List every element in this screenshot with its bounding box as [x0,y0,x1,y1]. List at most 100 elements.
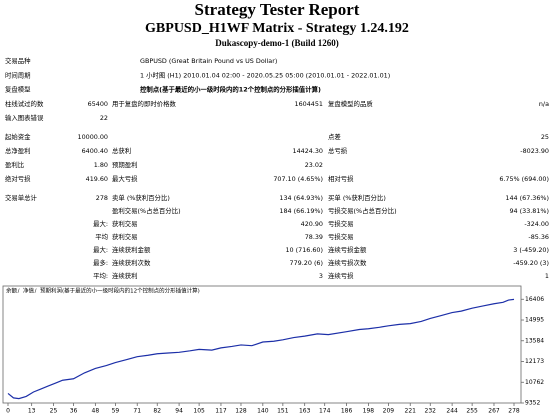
x-tick-label: 186 [341,408,353,415]
cell-value: 最多: [93,258,108,267]
cell-label2: 盈利交易(%占总百分比) [112,206,181,215]
cell-value: 最大: [93,245,108,254]
x-tick-label: 128 [235,408,247,415]
cell-value: 10000.00 [78,133,109,141]
cell-text: 控制点(基于最近的小一级时段内的12个控制点的分形插值计算) [140,85,321,94]
legend-entry: 预期利润(基于最近的小一级时段内的12个控制点的分形插值计算) [40,287,200,295]
cell-label3: 点差 [328,132,341,141]
x-tick-label: 71 [133,408,141,415]
x-tick-label: 82 [153,408,161,415]
y-tick-label: 12173 [525,358,544,365]
cell-value2: 1604451 [295,100,323,108]
cell-value3: 144 (67.36%) [505,194,549,202]
cell-label3: 连续亏损 [328,271,354,280]
cell-label3: 连续亏损次数 [328,258,367,267]
server: Dukascopy-demo-1 (Build 1260) [215,38,339,48]
cell-value: 278 [96,194,108,202]
cell-value: 1.80 [94,161,108,169]
y-tick-label: 10762 [525,379,544,386]
cell-value: 22 [100,114,108,122]
x-tick-label: 94 [175,408,183,415]
cell-label: 输入图表错误 [5,113,44,122]
cell-value3: -85.36 [528,233,549,241]
cell-label: 柱线试过的数 [5,99,44,108]
cell-value2: 78.39 [305,233,323,241]
x-tick-label: 140 [257,408,269,415]
x-tick-label: 221 [405,408,417,415]
x-tick-label: 255 [466,408,478,415]
cell-value2: 184 (66.19%) [279,207,323,215]
cell-label: 时间周期 [5,70,31,79]
x-tick-label: 13 [28,408,36,415]
y-tick-label: 16406 [525,296,544,303]
cell-value3: 94 (33.81%) [509,207,549,215]
cell-value2: 707.10 (4.65%) [273,175,323,183]
x-tick-label: 36 [70,408,78,415]
cell-value2: 10 (716.60) [285,246,323,254]
cell-value2: 3 [319,272,323,280]
cell-label2: 获利交易 [112,219,138,228]
x-tick-label: 209 [383,408,395,415]
cell-label2: 卖单 (%获利百分比) [112,193,170,202]
cell-label3: 买单 (%获利百分比) [328,193,386,202]
chart-frame [2,285,522,404]
legend-sep: / [35,289,37,295]
cell-label3: 总亏损 [328,146,348,155]
cell-text: GBPUSD (Great Britain Pound vs US Dollar… [140,57,277,65]
cell-label: 交易单总计 [5,193,38,202]
y-tick-label: 9352 [525,400,540,407]
cell-value3: 25 [541,133,549,141]
cell-label: 交易品种 [5,56,31,65]
cell-label2: 连续获利 [112,271,138,280]
x-tick-label: 198 [363,408,375,415]
cell-value: 最大: [93,219,108,228]
cell-label3: 亏损交易 [328,219,354,228]
x-tick-label: 0 [6,408,10,415]
x-tick-label: 244 [446,408,458,415]
legend-entry: 净值 [23,287,35,295]
cell-label: 盈利比 [5,160,25,169]
cell-value2: 14424.30 [293,147,324,155]
x-tick-label: 267 [488,408,500,415]
cell-value2: 420.90 [301,220,323,228]
cell-label2: 获利交易 [112,232,138,241]
cell-label: 起始资金 [5,132,31,141]
x-tick-label: 105 [193,408,205,415]
legend-entry: 余额 [6,287,18,295]
subtitle: GBPUSD_H1WF Matrix - Strategy 1.24.192 [145,21,409,36]
x-tick-label: 117 [215,408,227,415]
y-tick-label: 13584 [525,337,544,344]
cell-value2: 779.20 (6) [290,259,323,267]
cell-value3: n/a [539,100,549,108]
cell-label2: 连续获利次数 [112,258,151,267]
cell-label3: 连续亏损金额 [328,245,367,254]
cell-value2: 23.02 [305,161,323,169]
cell-value3: 3 (-459.20) [513,246,549,254]
cell-label: 复盘模型 [5,85,31,94]
cell-label3: 亏损交易 [328,232,354,241]
y-tick-label: 14995 [525,317,544,324]
cell-text: 1 小时图 (H1) 2010.01.04 02:00 - 2020.05.25… [140,70,390,79]
cell-value3: 1 [545,272,549,280]
x-tick-label: 163 [299,408,311,415]
cell-value: 6400.40 [82,147,108,155]
x-tick-label: 232 [425,408,437,415]
cell-label2: 连续获利金额 [112,245,151,254]
cell-label2: 预期盈利 [112,160,138,169]
cell-value3: -8023.90 [520,147,549,155]
cell-value3: -324.00 [524,220,549,228]
cell-label2: 最大亏损 [112,174,138,183]
x-tick-label: 59 [112,408,120,415]
cell-value: 平均 [95,232,108,241]
cell-value: 平均: [93,271,108,280]
cell-label3: 相对亏损 [328,174,354,183]
x-tick-label: 174 [319,408,331,415]
title: Strategy Tester Report [195,0,360,19]
cell-label3: 亏损交易(%占总百分比) [328,206,397,215]
cell-value: 65400 [88,100,108,108]
cell-label2: 用于复盘的即时价格数 [112,99,177,108]
cell-value3: 6.75% (694.00) [499,175,549,183]
legend-sep: / [18,289,20,295]
x-tick-label: 278 [508,408,520,415]
